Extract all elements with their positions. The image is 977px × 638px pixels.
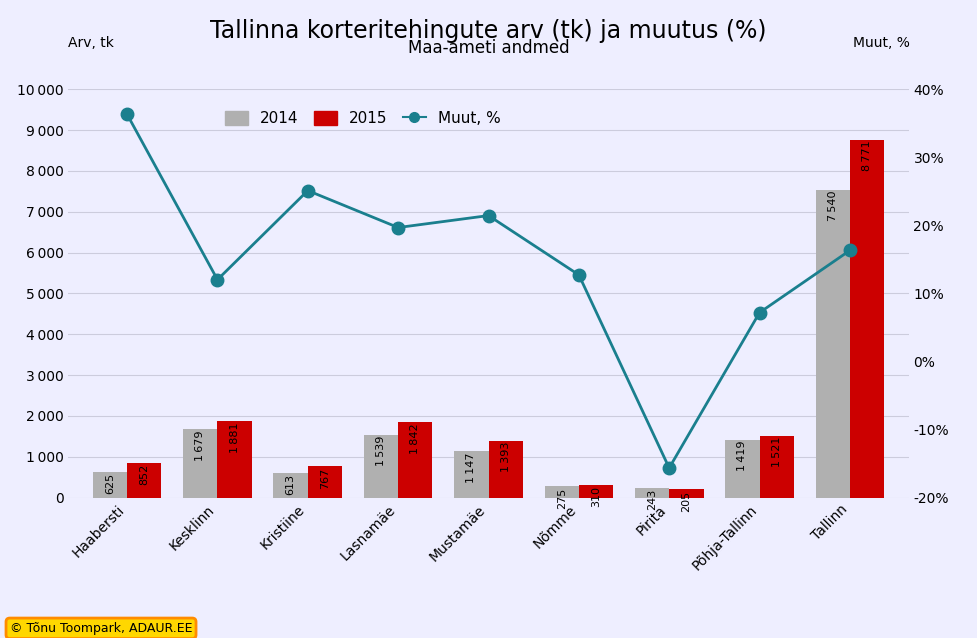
Text: 1 679: 1 679: [195, 430, 205, 461]
Bar: [816, 189, 850, 498]
Text: 1 393: 1 393: [500, 442, 511, 472]
Bar: [454, 451, 488, 498]
Text: Muut, %: Muut, %: [853, 36, 910, 50]
Text: 625: 625: [105, 473, 115, 494]
Text: © Tõnu Toompark, ADAUR.EE: © Tõnu Toompark, ADAUR.EE: [10, 622, 192, 635]
Text: Arv, tk: Arv, tk: [67, 36, 113, 50]
Bar: [544, 486, 578, 498]
Text: 767: 767: [320, 468, 330, 489]
Bar: [127, 463, 161, 498]
Bar: [308, 466, 342, 498]
Bar: [488, 441, 523, 498]
Bar: [218, 421, 252, 498]
Bar: [759, 436, 794, 498]
Text: Tallinna korteritehingute arv (tk) ja muutus (%): Tallinna korteritehingute arv (tk) ja mu…: [210, 19, 767, 43]
Bar: [669, 489, 703, 498]
Text: 1 521: 1 521: [772, 437, 782, 467]
Legend: 2014, 2015, Muut, %: 2014, 2015, Muut, %: [219, 105, 507, 133]
Bar: [635, 487, 669, 498]
Bar: [578, 485, 614, 498]
Bar: [363, 435, 399, 498]
Text: 7 540: 7 540: [828, 191, 837, 221]
Bar: [93, 472, 127, 498]
Text: 275: 275: [557, 487, 567, 509]
Text: 852: 852: [140, 464, 149, 486]
Text: Maa-ameti andmed: Maa-ameti andmed: [407, 39, 570, 57]
Text: 1 881: 1 881: [230, 422, 239, 452]
Text: 1 842: 1 842: [410, 424, 420, 454]
Text: 613: 613: [285, 474, 296, 495]
Text: 1 539: 1 539: [376, 436, 386, 466]
Text: 243: 243: [647, 489, 657, 510]
Bar: [850, 140, 884, 498]
Text: 1 419: 1 419: [738, 441, 747, 471]
Bar: [274, 473, 308, 498]
Bar: [725, 440, 759, 498]
Bar: [183, 429, 218, 498]
Text: 205: 205: [681, 491, 692, 512]
Text: 1 147: 1 147: [466, 452, 477, 482]
Text: 8 771: 8 771: [862, 141, 872, 172]
Text: 310: 310: [591, 486, 601, 507]
Bar: [399, 422, 433, 498]
